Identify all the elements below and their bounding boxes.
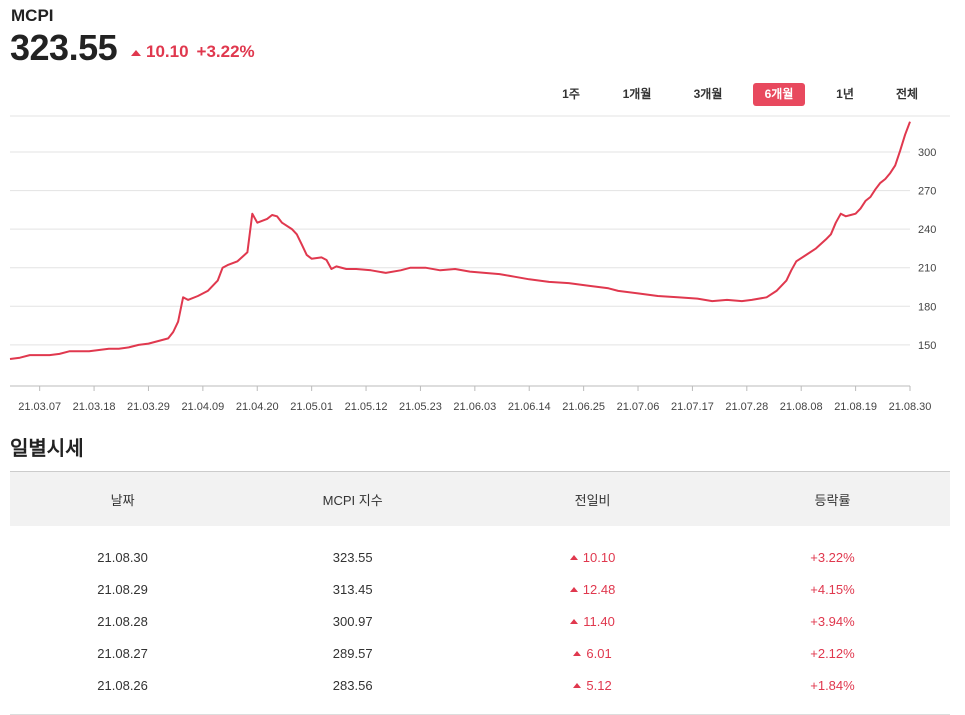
table-row: 21.08.27 289.57 6.01 +2.12% (10, 637, 950, 669)
cell-date: 21.08.28 (97, 613, 148, 629)
tab-6m[interactable]: 6개월 (753, 83, 805, 106)
x-tick-label: 21.07.28 (725, 401, 768, 413)
change-amount-wrap: 10.10 (131, 42, 189, 62)
table-row: 21.08.26 283.56 5.12 +1.84% (10, 669, 950, 715)
cell-diff: 12.48 (470, 573, 715, 605)
index-name: MCPI (11, 6, 54, 25)
x-tick-label: 21.05.01 (290, 401, 333, 413)
y-tick-label: 300 (918, 147, 936, 159)
cell-index: 289.57 (332, 645, 373, 661)
price-change: 10.10 +3.22% (131, 42, 255, 62)
tab-all[interactable]: 전체 (895, 87, 919, 101)
cell-index: 323.55 (332, 549, 373, 565)
col-header-diff: 전일비 (574, 492, 611, 508)
up-arrow-icon (569, 586, 578, 592)
tab-3m[interactable]: 3개월 (693, 87, 723, 101)
x-tick-label: 21.04.09 (181, 401, 224, 413)
cell-date: 21.08.29 (97, 581, 148, 597)
series-line (9, 121, 911, 360)
table-row: 21.08.29 313.45 12.48 +4.15% (10, 573, 950, 605)
cell-date: 21.08.30 (97, 549, 148, 565)
up-arrow-icon (573, 682, 582, 688)
y-tick-label: 210 (918, 263, 936, 275)
cell-date: 21.08.27 (97, 645, 148, 661)
x-tick-label: 21.07.06 (617, 401, 660, 413)
cell-index: 300.97 (332, 613, 373, 629)
cell-diff: 11.40 (470, 605, 715, 637)
cell-pct: +3.94% (810, 613, 855, 629)
x-tick-label: 21.03.29 (127, 401, 170, 413)
table-row: 21.08.30 323.55 10.10 +3.22% (10, 526, 950, 573)
tab-1y[interactable]: 1년 (836, 87, 854, 101)
cell-pct: +3.22% (810, 549, 855, 565)
x-tick-label: 21.05.23 (399, 401, 442, 413)
y-tick-label: 180 (918, 301, 936, 313)
cell-pct: +1.84% (810, 677, 855, 693)
x-tick-label: 21.04.20 (236, 401, 279, 413)
x-tick-label: 21.06.14 (508, 401, 551, 413)
up-arrow-icon (573, 650, 582, 656)
price-chart: 150 180 210 240 270 300 21.03.07 21.03.18 21.03.… (9, 115, 950, 413)
cell-index: 313.45 (332, 581, 373, 597)
cell-date: 21.08.26 (97, 677, 148, 693)
col-header-index: MCPI 지수 (322, 492, 383, 508)
cell-diff: 10.10 (470, 526, 715, 573)
cell-pct: +2.12% (810, 645, 855, 661)
x-tick-label: 21.06.25 (562, 401, 605, 413)
col-header-pct: 등락률 (814, 492, 851, 508)
cell-diff-value: 6.01 (586, 645, 612, 661)
cell-index: 283.56 (332, 677, 373, 693)
x-tick-label: 21.08.08 (780, 401, 823, 413)
x-tick-label: 21.07.17 (671, 401, 714, 413)
x-tick-label: 21.06.03 (453, 401, 496, 413)
range-tabs: 1주 1개월 3개월 6개월 1년 전체 (545, 83, 935, 107)
up-arrow-icon (131, 49, 141, 56)
tab-1w[interactable]: 1주 (562, 87, 580, 101)
x-tick-label: 21.08.30 (889, 401, 932, 413)
cell-diff-value: 12.48 (582, 581, 616, 597)
table-row: 21.08.28 300.97 11.40 +3.94% (10, 605, 950, 637)
cell-diff: 6.01 (470, 637, 715, 669)
up-arrow-icon (569, 554, 578, 560)
daily-price-table: 날짜 MCPI 지수 전일비 등락률 21.08.30 323.55 10.10… (10, 471, 950, 715)
cell-diff-value: 11.40 (583, 613, 615, 629)
y-tick-label: 150 (918, 340, 936, 352)
cell-diff: 5.12 (470, 669, 715, 715)
col-header-date: 날짜 (110, 492, 135, 508)
y-tick-label: 240 (918, 224, 936, 236)
change-amount: 10.10 (146, 42, 189, 61)
tab-1m[interactable]: 1개월 (622, 87, 652, 101)
table-header-row: 날짜 MCPI 지수 전일비 등락률 (10, 471, 950, 526)
x-tick-label: 21.05.12 (345, 401, 388, 413)
x-tick-label: 21.03.18 (73, 401, 116, 413)
x-tick-label: 21.03.07 (18, 401, 61, 413)
current-price: 323.55 (10, 27, 118, 68)
up-arrow-icon (570, 618, 579, 624)
x-tick-label: 21.08.19 (834, 401, 877, 413)
change-percent: +3.22% (196, 42, 255, 61)
y-tick-label: 270 (918, 186, 936, 198)
cell-diff-value: 5.12 (586, 677, 612, 693)
cell-diff-value: 10.10 (582, 549, 616, 565)
section-title-daily: 일별시세 (10, 438, 84, 460)
cell-pct: +4.15% (810, 581, 855, 597)
